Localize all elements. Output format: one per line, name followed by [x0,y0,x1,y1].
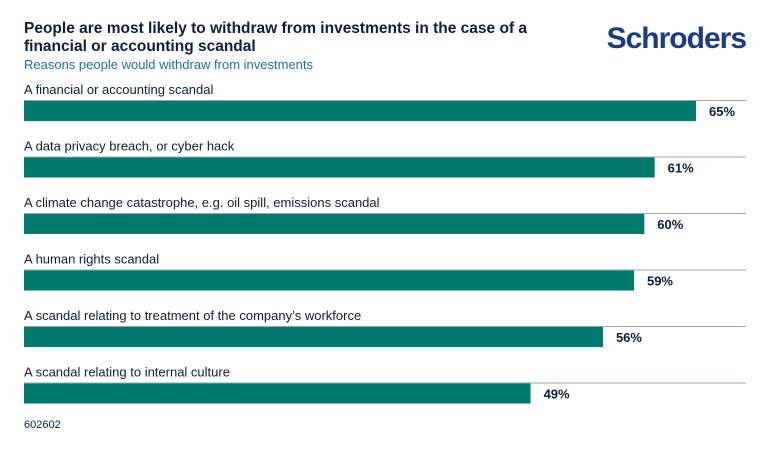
category-label: A scandal relating to internal culture [24,365,230,380]
category-label: A climate change catastrophe, e.g. oil s… [24,195,380,210]
value-label: 60% [657,217,683,232]
chart-subtitle: Reasons people would withdraw from inves… [24,57,314,72]
chart-title: People are most likely to withdraw from … [24,20,528,55]
value-label: 65% [709,104,735,119]
bar [24,270,634,291]
brand-logo: Schroders [606,22,747,55]
value-label: 49% [544,387,570,402]
category-label: A financial or accounting scandal [24,82,213,97]
category-label: A data privacy breach, or cyber hack [24,139,235,154]
bar [24,214,645,234]
category-label: A human rights scandal [24,252,159,267]
bar [24,383,531,404]
category-label: A scandal relating to treatment of the c… [24,308,361,323]
value-label: 61% [668,161,694,176]
bar [24,327,603,347]
value-label: 59% [647,274,673,289]
value-label: 56% [616,330,642,345]
bar [24,157,655,178]
footer-code: 602602 [24,419,61,431]
bar [24,101,696,121]
